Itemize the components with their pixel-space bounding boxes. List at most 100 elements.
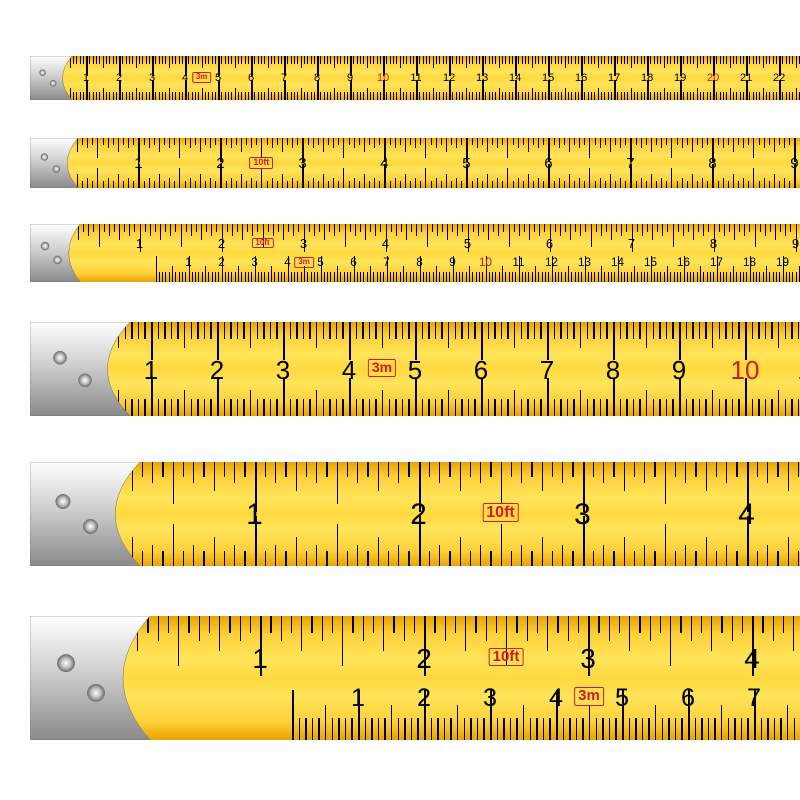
scale-number: 3 (483, 684, 497, 713)
scale-number: 1 (185, 256, 192, 269)
tape-6: 123410ft12345678910113m (30, 616, 800, 740)
scale-number: 6 (350, 256, 357, 269)
scale-number: 7 (540, 355, 554, 386)
scale-number: 5 (464, 236, 471, 251)
scale-number: 15 (542, 72, 554, 84)
tape-4: 12345678910113m (30, 322, 800, 416)
scale-number: 9 (672, 355, 686, 386)
scale-number: 14 (509, 72, 521, 84)
tape-hook (30, 138, 78, 188)
scale-number: 15 (644, 256, 657, 269)
scale-number: 2 (116, 72, 122, 84)
scale-number: 11 (410, 72, 421, 84)
scale-number: 10 (377, 72, 389, 84)
length-tag: 3m (574, 687, 604, 706)
scale-number: 4 (382, 236, 389, 251)
scale-number: 16 (575, 72, 587, 84)
scale-number: 5 (462, 155, 470, 172)
tape-hook (30, 462, 140, 566)
length-tag: 10ft (251, 238, 273, 249)
scale-number: 4 (744, 643, 760, 675)
scale-number: 18 (641, 72, 653, 84)
scale-number: 8 (606, 355, 620, 386)
scale-number: 9 (792, 236, 799, 251)
scale-number: 19 (674, 72, 686, 84)
scale-number: 17 (608, 72, 620, 84)
length-tag: 3m (192, 72, 212, 83)
scale-number: 10 (479, 256, 492, 269)
scale-number: 4 (549, 684, 563, 713)
scale-number: 13 (476, 72, 488, 84)
scale-number: 6 (248, 72, 254, 84)
scale-number: 8 (710, 236, 717, 251)
scale-number: 8 (416, 256, 423, 269)
scale-number: 11 (512, 256, 524, 269)
scale-number: 13 (578, 256, 591, 269)
scale-number: 3 (580, 643, 596, 675)
scale-number: 18 (743, 256, 756, 269)
scale-number: 20 (707, 72, 719, 84)
scale-number: 19 (776, 256, 789, 269)
scale-number: 2 (410, 498, 427, 532)
scale-number: 7 (747, 684, 761, 713)
scale-number: 3 (574, 498, 591, 532)
scale-number: 5 (317, 256, 324, 269)
scale-number: 6 (544, 155, 552, 172)
tape-3: 12345678910ft123456789101112131415161718… (30, 224, 800, 282)
tape-5: 1 2 3 4 10ft (30, 462, 800, 566)
scale-number: 2 (417, 684, 431, 713)
tape-hook (30, 224, 80, 282)
scale-number: 1 (246, 498, 263, 532)
scale-number: 4 (342, 355, 356, 386)
scale-number: 1 (134, 155, 142, 172)
scale-number: 22 (773, 72, 785, 84)
scale-number: 3 (149, 72, 155, 84)
scale-number: 7 (628, 236, 635, 251)
scale-number: 5 (615, 684, 629, 713)
scale-number: 1 (252, 643, 268, 675)
scale-number: 9 (790, 155, 798, 172)
scale-number: 21 (740, 72, 752, 84)
scale-number: 3 (251, 256, 258, 269)
scale-number: 6 (474, 355, 488, 386)
scale-number: 7 (383, 256, 390, 269)
scale-number: 5 (215, 72, 221, 84)
tape-2: 1 2 3 4 5 6 7 8 9 10ft (30, 138, 800, 188)
scale-number: 4 (738, 498, 755, 532)
scale-number: 2 (416, 643, 432, 675)
scale-number: 7 (626, 155, 634, 172)
scale-number: 4 (380, 155, 388, 172)
scale-number: 12 (443, 72, 455, 84)
scale-number: 5 (408, 355, 422, 386)
scale-number: 4 (182, 72, 188, 84)
tape-hook (30, 322, 130, 416)
scale-number: 9 (449, 256, 456, 269)
scale-number: 12 (545, 256, 558, 269)
scale-number: 2 (218, 236, 225, 251)
scale-number: 17 (710, 256, 723, 269)
scale-number: 3 (276, 355, 290, 386)
scale-number: 14 (611, 256, 624, 269)
scale-number: 8 (708, 155, 716, 172)
scale-number: 3 (300, 236, 307, 251)
scale-number: 4 (284, 256, 291, 269)
scale-number: 16 (677, 256, 690, 269)
scale-number: 7 (281, 72, 287, 84)
scale-number: 1 (144, 355, 158, 386)
scale-number: 1 (136, 236, 143, 251)
scale-number: 1 (351, 684, 365, 713)
length-tag: 3m (368, 359, 396, 376)
length-tag: 10ft (482, 503, 518, 523)
scale-number: 6 (681, 684, 695, 713)
scale-number: 8 (314, 72, 320, 84)
scale-number: 2 (216, 155, 224, 172)
tape-1: 123456789101112131415161718192021223m (30, 56, 800, 100)
length-tag: 10ft (489, 648, 524, 667)
scale-number: 10 (731, 355, 760, 386)
scale-number: 3 (298, 155, 306, 172)
scale-number: 2 (218, 256, 225, 269)
tape-hook (30, 56, 72, 100)
scale-number: 6 (546, 236, 553, 251)
length-tag: 10ft (249, 157, 273, 169)
scale-number: 2 (210, 355, 224, 386)
